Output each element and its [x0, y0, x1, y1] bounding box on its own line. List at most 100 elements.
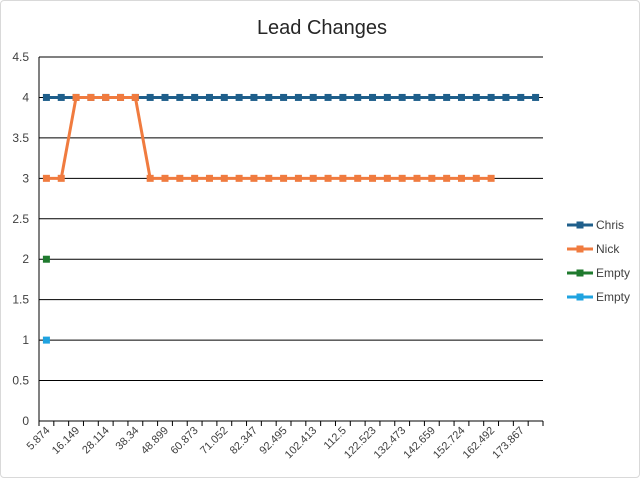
data-point — [280, 174, 288, 182]
data-point — [443, 93, 451, 101]
data-point — [294, 93, 302, 101]
legend-swatch-marker — [576, 245, 584, 253]
x-tick-label: 102.413 — [283, 425, 320, 462]
y-tick-label: 3.5 — [12, 131, 29, 145]
data-point — [517, 93, 525, 101]
y-tick-label: 1.5 — [12, 293, 29, 307]
data-point — [369, 174, 377, 182]
data-point — [87, 93, 95, 101]
data-point — [102, 93, 110, 101]
y-tick-label: 2 — [22, 252, 29, 266]
x-tick-label: 122.523 — [342, 425, 379, 462]
data-point — [265, 93, 273, 101]
y-tick-label: 3 — [22, 171, 29, 185]
data-point — [324, 174, 332, 182]
legend-swatch-marker — [576, 269, 584, 277]
data-point — [161, 174, 169, 182]
y-tick-label: 4 — [22, 90, 29, 104]
data-point — [205, 93, 213, 101]
data-point — [472, 174, 480, 182]
data-point — [42, 93, 50, 101]
data-point — [369, 93, 377, 101]
legend-label: Empty — [596, 266, 630, 280]
series-2 — [42, 93, 495, 182]
legend-label: Empty — [596, 290, 630, 304]
data-point — [354, 93, 362, 101]
data-point — [354, 174, 362, 182]
x-tick-label: 173.867 — [490, 425, 527, 462]
data-point — [280, 93, 288, 101]
data-point — [72, 93, 80, 101]
data-point — [339, 93, 347, 101]
data-point — [324, 93, 332, 101]
data-point — [235, 93, 243, 101]
data-point — [42, 174, 50, 182]
x-tick-label: 48.899 — [139, 425, 171, 457]
data-point — [398, 93, 406, 101]
data-point — [428, 174, 436, 182]
x-tick-label: 82.347 — [228, 425, 260, 457]
data-point — [383, 174, 391, 182]
data-point — [265, 174, 273, 182]
data-point — [457, 93, 465, 101]
chart-title: Lead Changes — [257, 17, 387, 39]
x-tick-label: 152.724 — [431, 425, 468, 462]
y-tick-label: 0.5 — [12, 374, 29, 388]
x-tick-label: 112.5 — [322, 425, 349, 452]
series-3 — [42, 255, 50, 263]
legend-item: Chris — [567, 218, 624, 232]
data-point — [457, 174, 465, 182]
data-point — [191, 174, 199, 182]
data-point — [487, 174, 495, 182]
legend-swatch-marker — [576, 221, 584, 229]
data-point — [532, 93, 540, 101]
data-point — [502, 93, 510, 101]
data-point — [161, 93, 169, 101]
legend-item: Empty — [567, 290, 630, 304]
data-point — [398, 174, 406, 182]
legend-item: Empty — [567, 266, 630, 280]
series-4 — [42, 336, 50, 344]
x-tick-label: 71.052 — [198, 425, 230, 457]
x-tick-label: 162.492 — [461, 425, 498, 462]
data-point — [117, 93, 125, 101]
data-point — [294, 174, 302, 182]
data-point — [42, 336, 50, 344]
data-point — [250, 174, 258, 182]
data-point — [57, 174, 65, 182]
y-tick-label: 2.5 — [12, 212, 29, 226]
data-point — [339, 174, 347, 182]
data-point — [413, 93, 421, 101]
data-point — [42, 255, 50, 263]
y-tick-label: 0 — [22, 414, 29, 428]
y-tick-label: 4.5 — [12, 50, 29, 64]
data-point — [220, 93, 228, 101]
data-point — [235, 174, 243, 182]
legend-swatch-marker — [576, 293, 584, 301]
data-point — [57, 93, 65, 101]
data-point — [309, 93, 317, 101]
data-point — [176, 174, 184, 182]
data-point — [487, 93, 495, 101]
x-tick-label: 38.34 — [114, 425, 142, 453]
data-point — [191, 93, 199, 101]
data-point — [472, 93, 480, 101]
x-tick-label: 28.114 — [80, 425, 112, 457]
data-point — [413, 174, 421, 182]
x-tick-label: 142.659 — [401, 425, 438, 462]
data-point — [383, 93, 391, 101]
y-tick-label: 1 — [22, 333, 29, 347]
data-point — [146, 174, 154, 182]
x-tick-label: 132.473 — [372, 425, 409, 462]
legend-label: Chris — [596, 218, 624, 232]
data-point — [250, 93, 258, 101]
data-point — [309, 174, 317, 182]
data-point — [176, 93, 184, 101]
data-point — [428, 93, 436, 101]
data-point — [220, 174, 228, 182]
x-tick-label: 16.149 — [50, 425, 82, 457]
data-point — [443, 174, 451, 182]
x-tick-label: 60.873 — [168, 425, 200, 457]
